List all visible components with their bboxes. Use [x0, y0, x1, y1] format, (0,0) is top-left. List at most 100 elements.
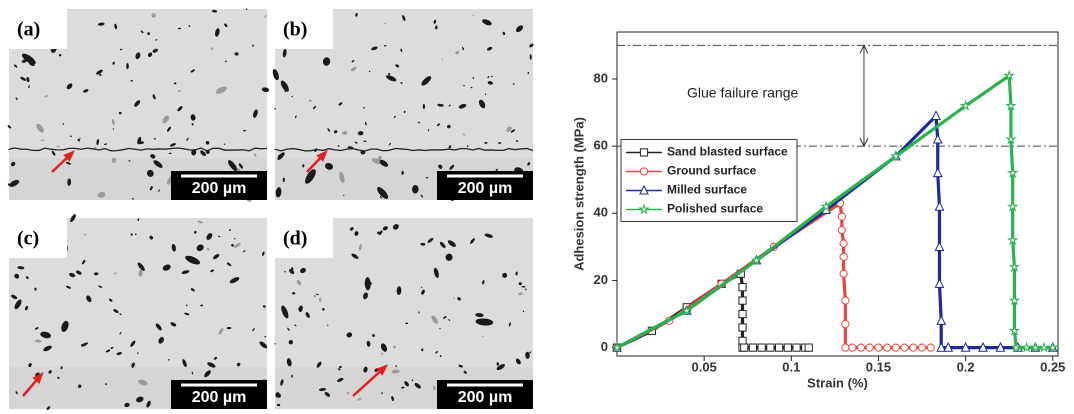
pore [452, 297, 456, 299]
pore [339, 171, 345, 183]
pore [44, 95, 49, 98]
pore [521, 285, 526, 288]
legend-marker [639, 167, 649, 176]
pore [478, 99, 486, 109]
pore [75, 270, 82, 275]
series-line [616, 112, 1053, 350]
pore [82, 259, 86, 265]
pore [200, 150, 206, 157]
pore [277, 152, 285, 160]
marker [841, 320, 850, 329]
pore [357, 397, 362, 401]
pore [421, 289, 425, 295]
pore [302, 164, 305, 168]
pore [41, 139, 45, 142]
marker [934, 200, 945, 211]
pore [377, 187, 389, 199]
pore [131, 362, 135, 368]
marker [1008, 324, 1021, 336]
marker [900, 343, 909, 352]
pore [420, 194, 423, 198]
pore [358, 243, 362, 251]
pore [119, 313, 122, 316]
panel-label: (a) [17, 19, 40, 41]
label-box [275, 9, 333, 49]
pore [7, 125, 12, 129]
pore [40, 331, 52, 339]
pore [475, 313, 484, 318]
label-box [9, 218, 67, 258]
pore [392, 224, 399, 230]
pore [401, 386, 405, 389]
pore [448, 319, 451, 321]
pore [69, 135, 72, 138]
pore [382, 226, 388, 231]
pore [108, 298, 113, 302]
pore [439, 355, 442, 358]
pore [130, 233, 133, 236]
pore [527, 161, 531, 166]
pore [484, 93, 487, 96]
x-tick-label: 0.1 [782, 359, 800, 374]
pore [447, 124, 451, 129]
pore [274, 343, 276, 345]
pore [155, 323, 162, 331]
pore [114, 23, 118, 30]
pore [404, 381, 409, 387]
marker [1005, 99, 1017, 111]
marker [738, 323, 747, 332]
pore [368, 70, 371, 73]
pore [77, 138, 81, 142]
y-tick-label: 40 [594, 205, 608, 220]
marker [856, 343, 866, 352]
pore [305, 312, 310, 318]
pore [381, 352, 384, 356]
marker [934, 241, 945, 251]
pore [36, 123, 44, 133]
pore [515, 271, 518, 276]
pore [149, 186, 153, 191]
pore [111, 119, 115, 126]
pore [502, 272, 508, 278]
pore [153, 160, 163, 168]
scale-bar-label: 200 µm [192, 180, 247, 197]
pore [188, 25, 191, 27]
pore [458, 103, 467, 109]
pore [308, 99, 312, 102]
pore [28, 61, 35, 67]
pore [515, 140, 519, 142]
marker [1008, 294, 1021, 306]
pore [388, 72, 391, 76]
arrow-head [32, 371, 44, 384]
pore [137, 262, 145, 272]
pore [197, 220, 203, 224]
pore [169, 143, 176, 147]
pore [395, 64, 400, 68]
pore [371, 158, 381, 164]
pore [435, 351, 438, 354]
pore [475, 318, 494, 326]
pore [385, 75, 397, 82]
pore [181, 270, 190, 275]
pore [124, 402, 130, 408]
marker [1008, 260, 1021, 272]
pore [177, 106, 183, 112]
pore [350, 66, 357, 72]
pore [355, 13, 358, 17]
pore [80, 343, 87, 347]
pore [324, 162, 334, 170]
pore [313, 105, 317, 110]
pore [14, 299, 22, 310]
pore [113, 272, 117, 275]
pore [497, 142, 502, 144]
pore [284, 270, 286, 273]
pore [206, 247, 210, 251]
pore [14, 273, 20, 279]
pore [322, 57, 331, 66]
pore [512, 83, 515, 85]
pore [200, 304, 204, 307]
marker [926, 343, 935, 352]
pore [380, 343, 388, 352]
pore [152, 48, 159, 53]
pore [118, 111, 122, 115]
